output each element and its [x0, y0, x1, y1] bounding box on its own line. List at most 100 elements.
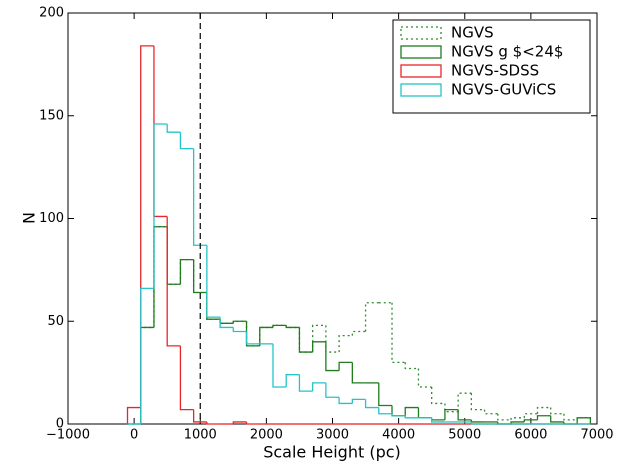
- histogram-step: [298, 374, 313, 392]
- histogram-step: [285, 325, 300, 329]
- histogram-step: [364, 302, 379, 332]
- histogram-step: [140, 326, 154, 424]
- histogram-step: [272, 324, 287, 328]
- histogram-step: [378, 382, 393, 407]
- histogram-step: [298, 327, 313, 353]
- histogram-step: [206, 292, 221, 320]
- histogram-step: [444, 408, 459, 420]
- x-tick-label: 6000: [514, 428, 547, 443]
- histogram-step: [325, 325, 340, 353]
- histogram-step: [179, 345, 194, 411]
- histogram-step: [192, 148, 207, 246]
- histogram-step: [364, 399, 379, 409]
- histogram-step: [272, 343, 287, 388]
- histogram-step: [404, 406, 419, 416]
- histogram-step: [404, 415, 419, 419]
- histogram-step: [153, 123, 168, 289]
- x-tick-label: 0: [130, 428, 138, 443]
- histogram-step: [536, 415, 551, 420]
- x-tick-label: 7000: [580, 428, 613, 443]
- histogram-step: [417, 368, 432, 388]
- histogram-step: [232, 320, 247, 324]
- histogram-step: [431, 417, 445, 421]
- histogram-step: [391, 302, 406, 363]
- histogram-step: [470, 393, 485, 411]
- x-tick-label: 3000: [316, 428, 349, 443]
- histogram-step: [351, 362, 366, 384]
- legend-swatch: [400, 45, 442, 59]
- histogram-step: [126, 406, 141, 424]
- histogram-step: [166, 226, 181, 285]
- x-tick-label: 4000: [382, 428, 415, 443]
- y-tick-label: 200: [39, 6, 64, 21]
- histogram-step: [457, 392, 472, 412]
- histogram-step: [431, 387, 445, 405]
- histogram-step: [206, 245, 221, 318]
- histogram-step: [312, 324, 326, 353]
- histogram-step: [179, 258, 194, 285]
- histogram-step: [232, 327, 247, 333]
- histogram-step: [576, 417, 592, 424]
- x-tick-label: 5000: [448, 428, 481, 443]
- histogram-step: [140, 326, 154, 424]
- y-tick-label: 50: [47, 314, 64, 329]
- histogram-step: [206, 421, 221, 425]
- histogram-step: [483, 409, 498, 415]
- histogram-step: [153, 226, 168, 328]
- histogram-step: [219, 319, 234, 324]
- histogram-step: [166, 216, 181, 347]
- legend-label: NGVS g $<24$: [451, 43, 563, 61]
- histogram-step: [285, 374, 300, 388]
- histogram-step: [510, 421, 525, 424]
- histogram-step: [417, 407, 432, 419]
- histogram-step: [550, 415, 564, 423]
- histogram-step: [245, 421, 260, 425]
- histogram-step: [325, 382, 340, 398]
- y-tick-label: 0: [56, 417, 64, 432]
- histogram-step: [444, 403, 459, 413]
- histogram-step: [153, 45, 168, 218]
- y-tick-label: 100: [39, 211, 64, 226]
- x-tick-label: 2000: [250, 428, 283, 443]
- histogram-step: [457, 409, 472, 421]
- histogram-step: [206, 292, 221, 320]
- histogram-step: [338, 397, 353, 405]
- histogram-step: [351, 398, 366, 404]
- legend-swatch: [400, 26, 442, 40]
- histogram-step: [245, 331, 260, 345]
- histogram-step: [510, 417, 525, 420]
- histogram-step: [259, 326, 273, 346]
- histogram-step: [259, 326, 273, 346]
- histogram-step: [391, 413, 406, 417]
- histogram-step: [338, 361, 353, 371]
- histogram-step: [470, 419, 485, 423]
- histogram-step: [431, 417, 445, 423]
- histogram-step: [232, 421, 247, 424]
- y-axis-label: N: [20, 212, 39, 224]
- y-tick-label: 150: [39, 108, 64, 123]
- x-tick-label: 1000: [184, 428, 217, 443]
- histogram-step: [550, 407, 564, 415]
- histogram-step: [325, 341, 340, 372]
- histogram-step: [192, 259, 207, 294]
- legend-label: NGVS-GUViCS: [451, 81, 556, 99]
- histogram-step: [338, 334, 353, 353]
- histogram-step: [179, 258, 194, 285]
- histogram-step: [312, 382, 326, 392]
- histogram-step: [245, 321, 260, 347]
- histogram-step: [523, 413, 538, 418]
- histogram-step: [219, 317, 234, 329]
- histogram-step: [470, 421, 485, 425]
- histogram-step: [312, 341, 326, 353]
- histogram-step: [166, 226, 181, 285]
- histogram-step: [140, 45, 154, 408]
- histogram-step: [245, 321, 260, 347]
- legend-swatch: [400, 64, 442, 78]
- histogram-step: [536, 406, 551, 414]
- histogram-step: [404, 362, 419, 370]
- histogram-step: [298, 327, 313, 353]
- histogram-step: [192, 409, 207, 423]
- histogram-step: [523, 419, 538, 422]
- legend-label: NGVS-SDSS: [451, 62, 539, 80]
- x-axis-label: Scale Height (pc): [263, 443, 401, 462]
